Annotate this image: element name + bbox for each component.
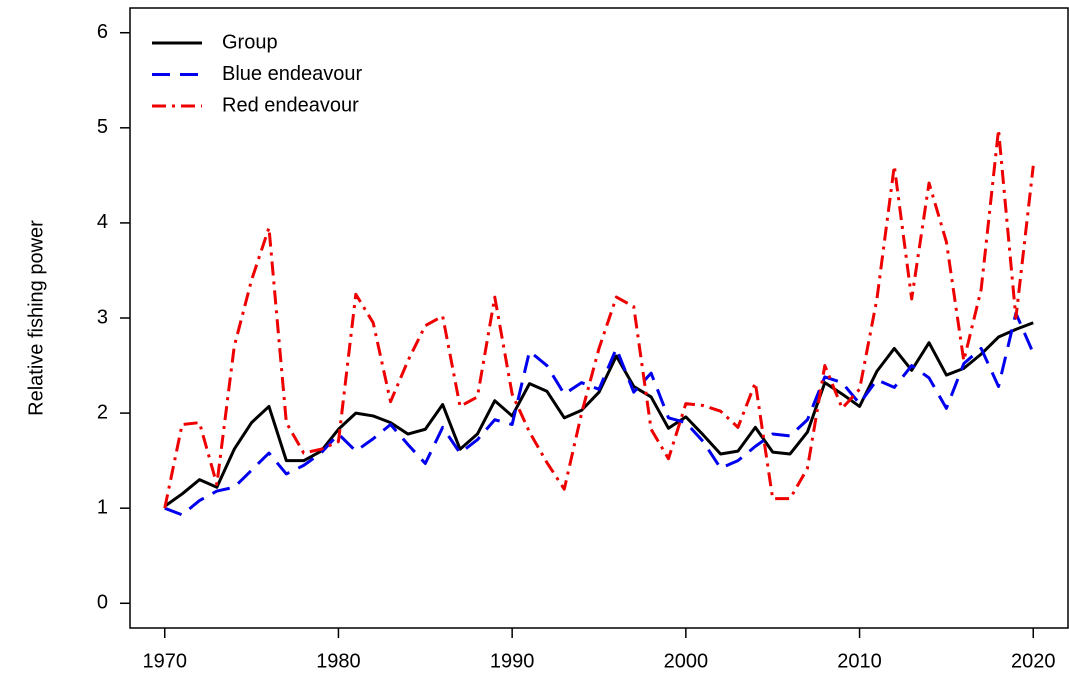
series-line bbox=[164, 311, 1035, 517]
x-tick-label: 2000 bbox=[664, 650, 709, 672]
y-axis-label: Relative fishing power bbox=[25, 220, 47, 416]
x-tick-label: 1980 bbox=[316, 650, 361, 672]
x-tick-label: 2010 bbox=[837, 650, 882, 672]
series-line bbox=[163, 321, 1034, 508]
x-tick-label: 2020 bbox=[1011, 650, 1056, 672]
y-tick-label: 2 bbox=[97, 401, 108, 423]
x-tick-label: 1990 bbox=[490, 650, 535, 672]
legend-label: Group bbox=[222, 31, 278, 53]
series-line bbox=[163, 128, 1035, 509]
y-tick-label: 5 bbox=[97, 116, 108, 138]
y-tick-label: 3 bbox=[97, 306, 108, 328]
y-tick-label: 4 bbox=[97, 211, 108, 233]
x-tick-label: 1970 bbox=[142, 650, 187, 672]
y-tick-label: 0 bbox=[97, 592, 108, 614]
legend-label: Blue endeavour bbox=[222, 63, 362, 85]
legend-label: Red endeavour bbox=[222, 94, 359, 116]
y-tick-label: 6 bbox=[97, 21, 108, 43]
y-tick-label: 1 bbox=[97, 496, 108, 518]
